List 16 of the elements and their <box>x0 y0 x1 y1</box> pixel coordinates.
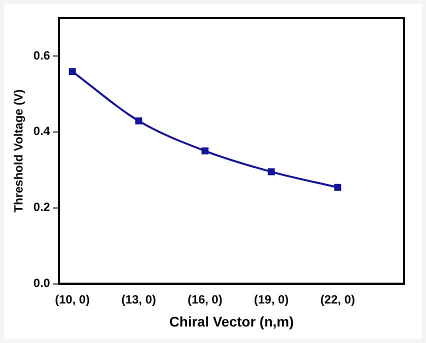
y-tick-label: 0.4 <box>33 124 50 138</box>
point <box>135 117 142 124</box>
y-tick-label: 0.2 <box>33 200 50 214</box>
y-axis-title: Threshold Voltage (V) <box>12 89 26 212</box>
x-tick-label: (13, 0) <box>121 292 156 306</box>
point <box>68 68 76 76</box>
y-tick-label: 0.0 <box>33 276 50 290</box>
x-tick-label: (10, 0) <box>55 292 90 306</box>
x-axis-title: Chiral Vector (n,m) <box>169 313 294 330</box>
point <box>334 184 342 191</box>
y-tick-label: 0.6 <box>33 48 50 62</box>
x-tick-label: (19, 0) <box>254 292 289 306</box>
x-tick-label: (22, 0) <box>320 292 356 306</box>
point <box>268 168 275 176</box>
x-tick-label: (16, 0) <box>188 292 222 306</box>
point <box>202 147 208 154</box>
